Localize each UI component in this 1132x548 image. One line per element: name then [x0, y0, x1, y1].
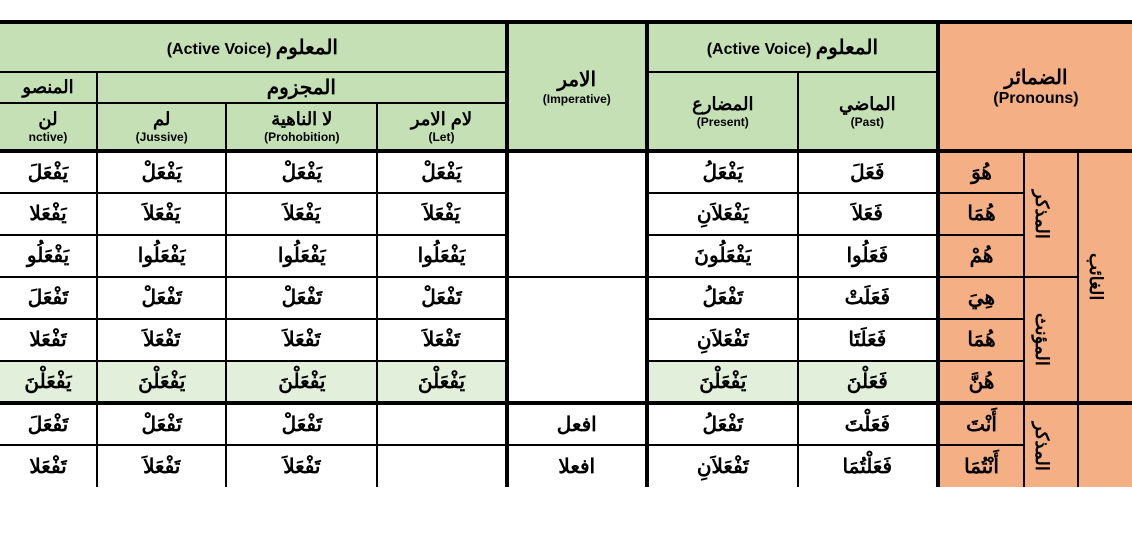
table-cell: [507, 151, 647, 277]
table-cell: يَفْعَلُوا: [377, 235, 506, 277]
header-past: الماضي (Past): [798, 72, 938, 151]
table-cell: تَفْعَلُ: [647, 403, 798, 445]
table-cell: يَفْعَلْ: [377, 151, 506, 193]
table-cell: افعلا: [507, 445, 647, 487]
table-cell: يَفْعَلاَ: [377, 193, 506, 235]
header-lam: لم (Jussive): [97, 103, 226, 151]
table-cell: يَفْعَلْ: [97, 151, 226, 193]
table-cell: يَفْعَلاَ: [97, 193, 226, 235]
table-cell: تَفْعَلاَ: [226, 319, 377, 361]
table-cell: يَفْعَلُو: [0, 235, 97, 277]
table-cell: فَعَلْتُمَا: [798, 445, 938, 487]
table-cell: يَفْعَلاَنِ: [647, 193, 798, 235]
pronoun-cell: هُوَ: [938, 151, 1024, 193]
table-cell: تَفْعَلْ: [226, 403, 377, 445]
table-cell: فَعَلاَ: [798, 193, 938, 235]
table-cell: يَفْعَلْنَ: [97, 361, 226, 403]
table-cell: تَفْعَلا: [0, 319, 97, 361]
table-cell: تَفْعَلَ: [0, 277, 97, 319]
table-cell: يَفْعَلاَ: [226, 193, 377, 235]
pronoun-cell: هُمَا: [938, 319, 1024, 361]
pronoun-cell: هُمْ: [938, 235, 1024, 277]
header-let: لام الامر (Let): [377, 103, 506, 151]
table-cell: يَفْعَلُ: [647, 151, 798, 193]
table-cell: تَفْعَلاَ: [97, 319, 226, 361]
table-cell: تَفْعَلْ: [97, 277, 226, 319]
header-pronouns: الضمائر (Pronouns): [938, 22, 1132, 151]
gender-masc: المذكر: [1024, 403, 1078, 487]
table-cell: تَفْعَلْ: [97, 403, 226, 445]
table-cell: يَفْعَلْنَ: [226, 361, 377, 403]
table-cell: تَفْعَلُ: [647, 277, 798, 319]
table-cell: فَعَلَ: [798, 151, 938, 193]
table-cell: تَفْعَلاَ: [226, 445, 377, 487]
table-cell: فَعَلَتَا: [798, 319, 938, 361]
table-cell: [377, 445, 506, 487]
table-cell: يَفْعَلْ: [226, 151, 377, 193]
header-majzoom: المجزوم: [97, 72, 507, 103]
table-cell: تَفْعَلَ: [0, 403, 97, 445]
table-cell: تَفْعَلْ: [226, 277, 377, 319]
table-cell: يَفْعَلْنَ: [0, 361, 97, 403]
pronoun-cell: أَنْتَ: [938, 403, 1024, 445]
pronoun-cell: هِيَ: [938, 277, 1024, 319]
table-cell: تَفْعَلاَنِ: [647, 445, 798, 487]
header-mansub: المنصو: [0, 72, 97, 103]
gender-masc: المذكر: [1024, 151, 1078, 277]
header-present: المضارع (Present): [647, 72, 798, 151]
table-cell: تَفْعَلا: [0, 445, 97, 487]
header-lan: لن nctive): [0, 103, 97, 151]
header-nahiya: لا الناهية (Prohobition): [226, 103, 377, 151]
pronoun-cell: هُنَّ: [938, 361, 1024, 403]
table-cell: يَفْعَلْنَ: [647, 361, 798, 403]
header-active-left: (Active Voice) المعلوم: [0, 22, 507, 72]
table-cell: يَفْعَلْنَ: [377, 361, 506, 403]
header-active-right: (Active Voice) المعلوم: [647, 22, 938, 72]
table-cell: يَفْعَلُوا: [97, 235, 226, 277]
table-cell: تَفْعَلْ: [377, 277, 506, 319]
table-cell: [507, 277, 647, 403]
table-cell: فَعَلَتْ: [798, 277, 938, 319]
pronoun-cell: هُمَا: [938, 193, 1024, 235]
header-imperative: الامر (Imperative): [507, 22, 647, 151]
table-cell: تَفْعَلاَ: [97, 445, 226, 487]
table-cell: [377, 403, 506, 445]
table-cell: افعل: [507, 403, 647, 445]
table-cell: يَفْعَلُونَ: [647, 235, 798, 277]
table-cell: فَعَلْتَ: [798, 403, 938, 445]
gender-fem: المؤنث: [1024, 277, 1078, 403]
conjugation-table: (Active Voice) المعلوم الامر (Imperative…: [0, 20, 1132, 487]
table-cell: تَفْعَلاَ: [377, 319, 506, 361]
table-cell: فَعَلُوا: [798, 235, 938, 277]
table-cell: يَفْعَلَ: [0, 151, 97, 193]
pronoun-cell: أَنْتُمَا: [938, 445, 1024, 487]
person-third: الغائب: [1078, 151, 1132, 403]
table-cell: فَعَلْنَ: [798, 361, 938, 403]
person-second: [1078, 403, 1132, 487]
table-cell: يَفْعَلُوا: [226, 235, 377, 277]
table-cell: يَفْعَلا: [0, 193, 97, 235]
table-cell: تَفْعَلاَنِ: [647, 319, 798, 361]
